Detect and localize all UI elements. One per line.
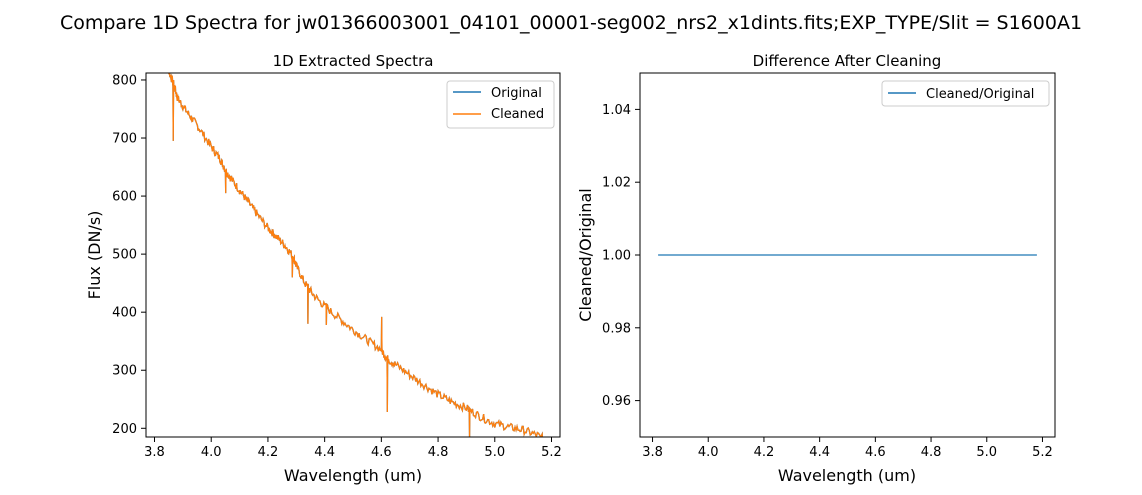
y-tick-label: 400	[112, 306, 137, 321]
x-tick-label: 3.8	[642, 445, 663, 460]
x-tick-label: 4.6	[865, 445, 886, 460]
x-tick-label: 3.8	[144, 445, 165, 460]
difference-panel-title: Difference After Cleaning	[753, 52, 942, 70]
y-tick-label: 1.04	[602, 103, 631, 118]
y-tick-label: 500	[112, 248, 137, 263]
spectra-x-axis-label: Wavelength (um)	[284, 466, 422, 485]
x-tick-label: 4.2	[258, 445, 279, 460]
x-tick-label: 5.0	[484, 445, 505, 460]
legend-original-label: Original	[491, 86, 542, 101]
x-tick-label: 5.2	[541, 445, 562, 460]
spectra-y-axis-label: Flux (DN/s)	[85, 211, 104, 300]
y-tick-label: 600	[112, 190, 137, 205]
y-tick-label: 200	[112, 422, 137, 437]
spectra-panel: 1D Extracted Spectra 3.8 4.0 4.2 4.4 4.6 4.8 5…	[85, 52, 562, 485]
x-tick-label: 4.8	[428, 445, 449, 460]
x-tick-label: 5.2	[1032, 445, 1053, 460]
y-tick-label: 800	[112, 73, 137, 88]
y-tick-label: 0.98	[602, 321, 631, 336]
y-tick-label: 0.96	[602, 394, 631, 409]
difference-legend: Cleaned/Original	[881, 80, 1050, 107]
y-tick-label: 1.00	[602, 249, 631, 264]
spectra-legend: Original Cleaned	[446, 80, 555, 129]
difference-y-axis-label: Cleaned/Original	[576, 188, 595, 321]
difference-x-axis: 3.8 4.0 4.2 4.4 4.6 4.8 5.0 5.2	[642, 437, 1053, 460]
x-tick-label: 4.0	[201, 445, 222, 460]
spectra-axes-frame	[145, 72, 561, 438]
legend-cleaned-label: Cleaned	[491, 107, 544, 122]
x-tick-label: 4.6	[371, 445, 392, 460]
x-tick-label: 4.4	[809, 445, 830, 460]
x-tick-label: 4.8	[921, 445, 942, 460]
x-tick-label: 5.0	[976, 445, 997, 460]
legend-ratio-label: Cleaned/Original	[926, 87, 1034, 102]
difference-y-axis: 0.96 0.98 1.00 1.02 1.04	[602, 103, 640, 409]
x-tick-label: 4.0	[698, 445, 719, 460]
spectra-x-axis: 3.8 4.0 4.2 4.4 4.6 4.8 5.0 5.2	[144, 437, 562, 460]
y-tick-label: 700	[112, 132, 137, 147]
y-tick-label: 1.02	[602, 176, 631, 191]
spectra-y-axis: 200 300 400 500 600 700 800	[112, 73, 146, 437]
difference-panel: Difference After Cleaning 3.8 4.0 4.2 4.4 4.…	[576, 52, 1056, 485]
x-tick-label: 4.2	[754, 445, 775, 460]
figure-suptitle: Compare 1D Spectra for jw01366003001_041…	[60, 12, 1082, 34]
difference-x-axis-label: Wavelength (um)	[778, 466, 916, 485]
y-tick-label: 300	[112, 364, 137, 379]
difference-axes-frame	[639, 72, 1056, 438]
series-line-cleaned	[168, 73, 544, 437]
x-tick-label: 4.4	[314, 445, 335, 460]
spectra-panel-title: 1D Extracted Spectra	[273, 52, 434, 70]
